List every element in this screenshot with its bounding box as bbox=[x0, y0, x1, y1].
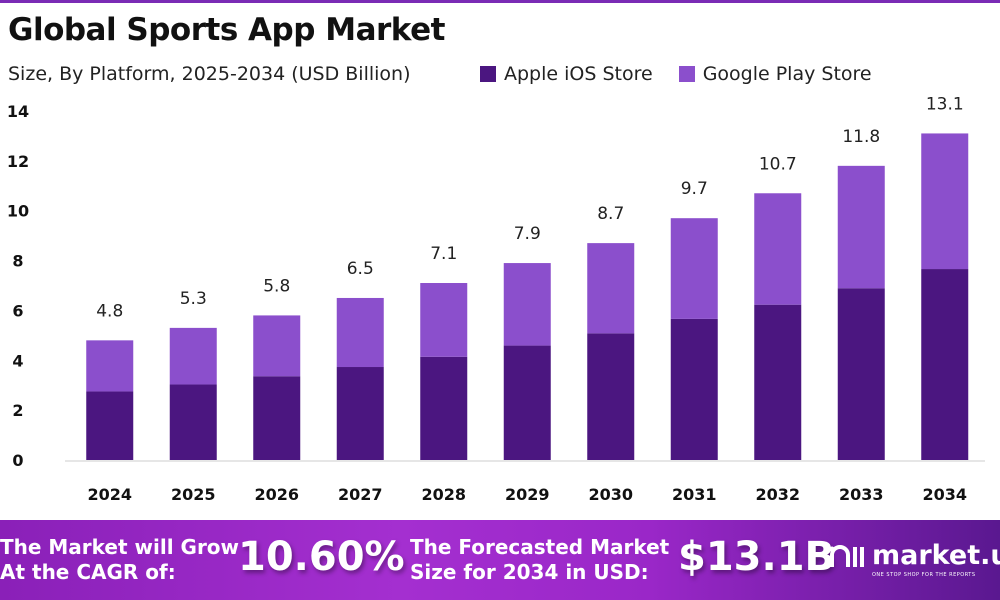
x-tick-label: 2032 bbox=[755, 485, 800, 504]
x-tick-label: 2024 bbox=[87, 485, 132, 504]
logo-text: market.us bbox=[872, 540, 1000, 571]
cagr-label-line1: The Market will Grow bbox=[0, 535, 240, 559]
y-tick-label: 4 bbox=[12, 351, 23, 370]
bar-apple-2026 bbox=[253, 376, 301, 460]
bar-google-2025 bbox=[169, 327, 217, 385]
bar-google-2030 bbox=[587, 243, 635, 334]
legend-swatch-google bbox=[678, 66, 695, 82]
total-label-2033: 11.8 bbox=[842, 127, 880, 147]
forecast-label-line1: The Forecasted Market bbox=[410, 535, 670, 559]
bar-apple-2024 bbox=[86, 391, 134, 460]
bar-google-2033 bbox=[837, 165, 885, 289]
forecast-label: The Forecasted Market Size for 2034 in U… bbox=[410, 535, 669, 585]
bar-google-2029 bbox=[503, 263, 551, 346]
total-label-2034: 13.1 bbox=[926, 94, 964, 114]
logo-icon bbox=[829, 544, 864, 567]
bar-google-2027 bbox=[336, 297, 384, 368]
forecast-value: $13.1B bbox=[678, 534, 836, 580]
bar-apple-2031 bbox=[670, 318, 718, 460]
bar-apple-2030 bbox=[587, 333, 635, 460]
total-label-2024: 4.8 bbox=[96, 301, 123, 321]
legend-swatch-apple bbox=[480, 66, 496, 82]
x-tick-label: 2028 bbox=[421, 485, 466, 504]
legend-label-apple: Apple iOS Store bbox=[504, 63, 653, 85]
x-tick-label: 2025 bbox=[171, 485, 216, 504]
total-label-2027: 6.5 bbox=[347, 259, 374, 279]
bar-apple-2032 bbox=[754, 304, 802, 460]
bar-apple-2029 bbox=[503, 345, 551, 460]
legend-item-apple: Apple iOS Store bbox=[480, 63, 653, 85]
bar-google-2034 bbox=[921, 133, 969, 270]
chart-title: Global Sports App Market bbox=[8, 12, 445, 48]
total-label-2031: 9.7 bbox=[681, 179, 708, 199]
y-tick-label: 14 bbox=[7, 102, 29, 121]
logo-tagline: ONE STOP SHOP FOR THE REPORTS bbox=[872, 572, 976, 578]
bar-google-2032 bbox=[754, 193, 802, 305]
total-label-2028: 7.1 bbox=[430, 244, 457, 264]
y-tick-label: 2 bbox=[12, 401, 23, 420]
total-label-2029: 7.9 bbox=[514, 224, 541, 244]
x-tick-label: 2027 bbox=[338, 485, 383, 504]
marketus-logo: market.us ONE STOP SHOP FOR THE REPORTS bbox=[828, 540, 1000, 578]
x-tick-label: 2030 bbox=[588, 485, 633, 504]
cagr-label: The Market will Grow At the CAGR of: bbox=[0, 535, 239, 585]
y-tick-label: 12 bbox=[7, 152, 29, 171]
y-tick-label: 6 bbox=[12, 301, 23, 320]
legend: Apple iOS Store Google Play Store bbox=[480, 63, 872, 85]
legend-label-google: Google Play Store bbox=[702, 63, 872, 85]
chart-plot: 0 2 4 6 8 10 12 14 4.8 2024 5.3 2025 5.8 2026 6.5 2027 7… bbox=[7, 94, 985, 504]
bar-apple-2033 bbox=[837, 288, 885, 460]
y-tick-label: 0 bbox=[12, 451, 23, 470]
forecast-label-line2: Size for 2034 in USD: bbox=[410, 560, 649, 584]
bar-apple-2025 bbox=[169, 384, 217, 460]
x-tick-label: 2034 bbox=[922, 485, 967, 504]
bar-apple-2027 bbox=[336, 367, 384, 460]
total-label-2025: 5.3 bbox=[180, 289, 207, 309]
cagr-label-line2: At the CAGR of: bbox=[0, 560, 176, 584]
bar-google-2031 bbox=[670, 218, 718, 319]
x-tick-label: 2031 bbox=[672, 485, 717, 504]
chart-subtitle: Size, By Platform, 2025-2034 (USD Billio… bbox=[8, 63, 411, 85]
bar-apple-2028 bbox=[420, 356, 468, 460]
y-tick-label: 10 bbox=[7, 202, 29, 221]
y-tick-label: 8 bbox=[12, 252, 23, 271]
bar-google-2028 bbox=[420, 283, 468, 357]
legend-item-google: Google Play Store bbox=[678, 63, 872, 85]
x-tick-label: 2033 bbox=[839, 485, 884, 504]
x-tick-label: 2026 bbox=[254, 485, 299, 504]
summary-banner: The Market will Grow At the CAGR of: 10.… bbox=[0, 520, 1000, 600]
bar-google-2026 bbox=[253, 315, 301, 377]
bar-apple-2034 bbox=[921, 269, 969, 460]
total-label-2026: 5.8 bbox=[263, 276, 290, 296]
total-label-2032: 10.7 bbox=[759, 154, 797, 174]
bar-google-2024 bbox=[86, 340, 134, 392]
top-accent-line bbox=[0, 0, 1000, 3]
cagr-value: 10.60% bbox=[238, 534, 405, 580]
total-label-2030: 8.7 bbox=[597, 204, 624, 224]
x-tick-label: 2029 bbox=[505, 485, 550, 504]
